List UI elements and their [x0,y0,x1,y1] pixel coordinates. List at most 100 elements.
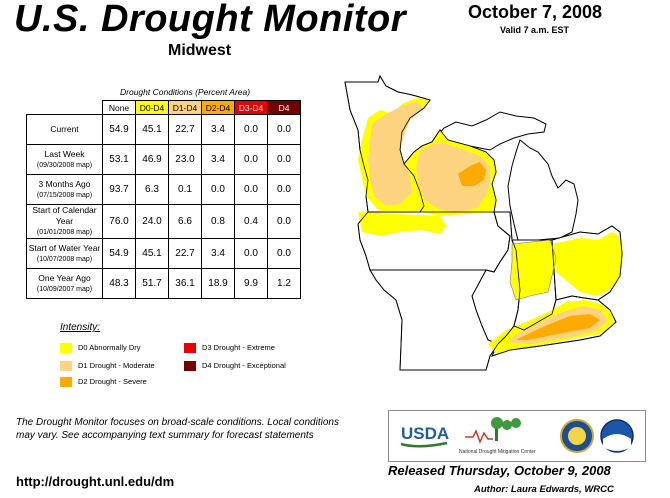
row-sublabel: (10/07/2008 map) [36,255,93,263]
table-cell: 0.0 [267,114,301,145]
author: Author: Laura Edwards, WRCC [474,484,614,495]
table-cell: 3.4 [201,144,235,175]
column-header-d3-d4: D3-D4 [234,100,268,115]
row-label: Start of Water Year (10/07/2008 map) [26,238,103,269]
column-header-d0-d4: D0-D4 [135,100,169,115]
table-cell: 54.9 [102,238,136,269]
border-indiana-ohio [512,225,623,301]
table-cell: 24.0 [135,204,169,239]
legend-item-d1: D1 Drought - Moderate [60,361,155,372]
legend-item-d3: D3 Drought - Extreme [184,343,275,354]
midwest-drought-map [344,74,623,371]
ndmc-logo: National Drought Mitigation Center [459,417,536,455]
table-cell: 0.0 [201,174,235,205]
d0-indiana-illinois [510,240,556,300]
d0-iowa-north [358,212,446,236]
row-label-text: 3 Months Ago [38,178,91,189]
row-label: Last Week (09/30/2008 map) [26,144,103,175]
legend-label: D4 Drought - Exceptional [202,361,286,370]
table-cell: 6.3 [135,174,169,205]
border-iowa [357,211,511,273]
row-label-text: Start of Water Year [28,242,101,253]
table-row: Start of Water Year (10/07/2008 map) 54.9 4… [26,238,301,269]
ndmc-tree-trunk [495,427,498,441]
row-label: 3 Months Ago (07/15/2008 map) [26,174,103,205]
column-header-d1-d4: D1-D4 [168,100,202,115]
legend-label: D2 Drought - Severe [78,377,147,386]
table-cell: 0.1 [168,174,202,205]
table-row: One Year Ago (10/09/2007 map) 48.3 51.7 36.1… [26,268,301,299]
border-wisconsin [403,129,497,213]
row-label-text: Start of Calendar Year [32,205,97,226]
table-cell: 0.0 [234,144,268,175]
d0-ohio [552,232,622,296]
table-cell: 48.3 [102,268,136,299]
table-cell: 6.6 [168,204,202,239]
table-cell: 45.1 [135,114,169,145]
row-label: Start of Calendar Year (01/01/2008 map) [26,204,103,239]
table-cell: 9.9 [234,268,268,299]
d2-kentucky [516,314,600,340]
drought-conditions-table: None D0-D4 D1-D4 D2-D4 D3-D4 D4 Current 5… [26,100,301,299]
d1-wisconsin [416,144,490,212]
logo-strip: USDA National Drought Mitigation Center [400,417,634,455]
drought-region-borders [509,239,557,301]
usda-swoosh [400,441,448,448]
page-title: U.S. Drought Monitor [14,0,407,40]
legend-swatch [60,361,72,372]
table-caption: Drought Conditions (Percent Area) [120,87,251,97]
legend-label: D1 Drought - Moderate [78,361,155,370]
d2-wisconsin [458,162,486,186]
d2-areas [458,162,600,340]
table-cell: 53.1 [102,144,136,175]
row-sublabel: (09/30/2008 map) [36,161,93,169]
state-borders [344,75,623,371]
table-cell: 0.0 [267,238,301,269]
legend-item-d4: D4 Drought - Exceptional [184,361,286,372]
row-sublabel: (01/01/2008 map) [36,229,93,236]
doc-seal-center [568,427,586,445]
table-cell: 51.7 [135,268,169,299]
table-cell: 3.4 [201,238,235,269]
row-label-text: Last Week [44,148,85,159]
table-cell: 0.0 [234,114,268,145]
release-date: Released Thursday, October 9, 2008 [388,463,611,478]
noaa-logo [600,419,634,453]
row-label-text: Current [50,124,79,134]
map-date: October 7, 2008 [468,2,603,22]
partner-logos: USDA National Drought Mitigation Center [388,410,646,462]
table-cell: 0.0 [267,204,301,239]
table-header-row: None D0-D4 D1-D4 D2-D4 D3-D4 D4 [27,100,301,115]
legend-swatch [60,377,72,388]
ndmc-label: National Drought Mitigation Center [459,449,536,455]
table-cell: 54.9 [102,114,136,145]
legend-label: D3 Drought - Extreme [202,343,275,352]
doc-seal-logo [560,419,594,453]
table-corner [27,101,103,115]
noaa-bird [603,434,631,451]
website-link[interactable]: http://drought.unl.edu/dm [16,474,175,489]
border-kentucky [491,295,617,357]
table-cell: 76.0 [102,204,136,239]
table-cell: 46.9 [135,144,169,175]
table-cell: 3.4 [201,114,235,145]
table-row: Current 54.9 45.1 22.7 3.4 0.0 0.0 [26,114,301,145]
table-cell: 0.0 [267,144,301,175]
table-cell: 0.0 [267,174,301,205]
table-cell: 22.7 [168,114,202,145]
legend-swatch [60,343,72,354]
row-sublabel: (10/09/2007 map) [36,285,93,293]
ndmc-wave [465,429,493,445]
column-header-d4: D4 [267,100,301,115]
row-label: Current [26,114,103,145]
table-row: Last Week (09/30/2008 map) 53.1 46.9 23.0 3.4… [26,144,301,175]
row-sublabel: (07/15/2008 map) [36,191,93,199]
table-cell: 36.1 [168,268,202,299]
ndmc-tree-3 [511,418,521,428]
row-label-text: One Year Ago [38,272,91,283]
footnote: The Drought Monitor focuses on broad-sca… [16,417,339,441]
legend-item-d2: D2 Drought - Severe [60,377,147,388]
column-header-d2-d4: D2-D4 [201,100,235,115]
table-cell: 0.0 [234,174,268,205]
table-cell: 23.0 [168,144,202,175]
